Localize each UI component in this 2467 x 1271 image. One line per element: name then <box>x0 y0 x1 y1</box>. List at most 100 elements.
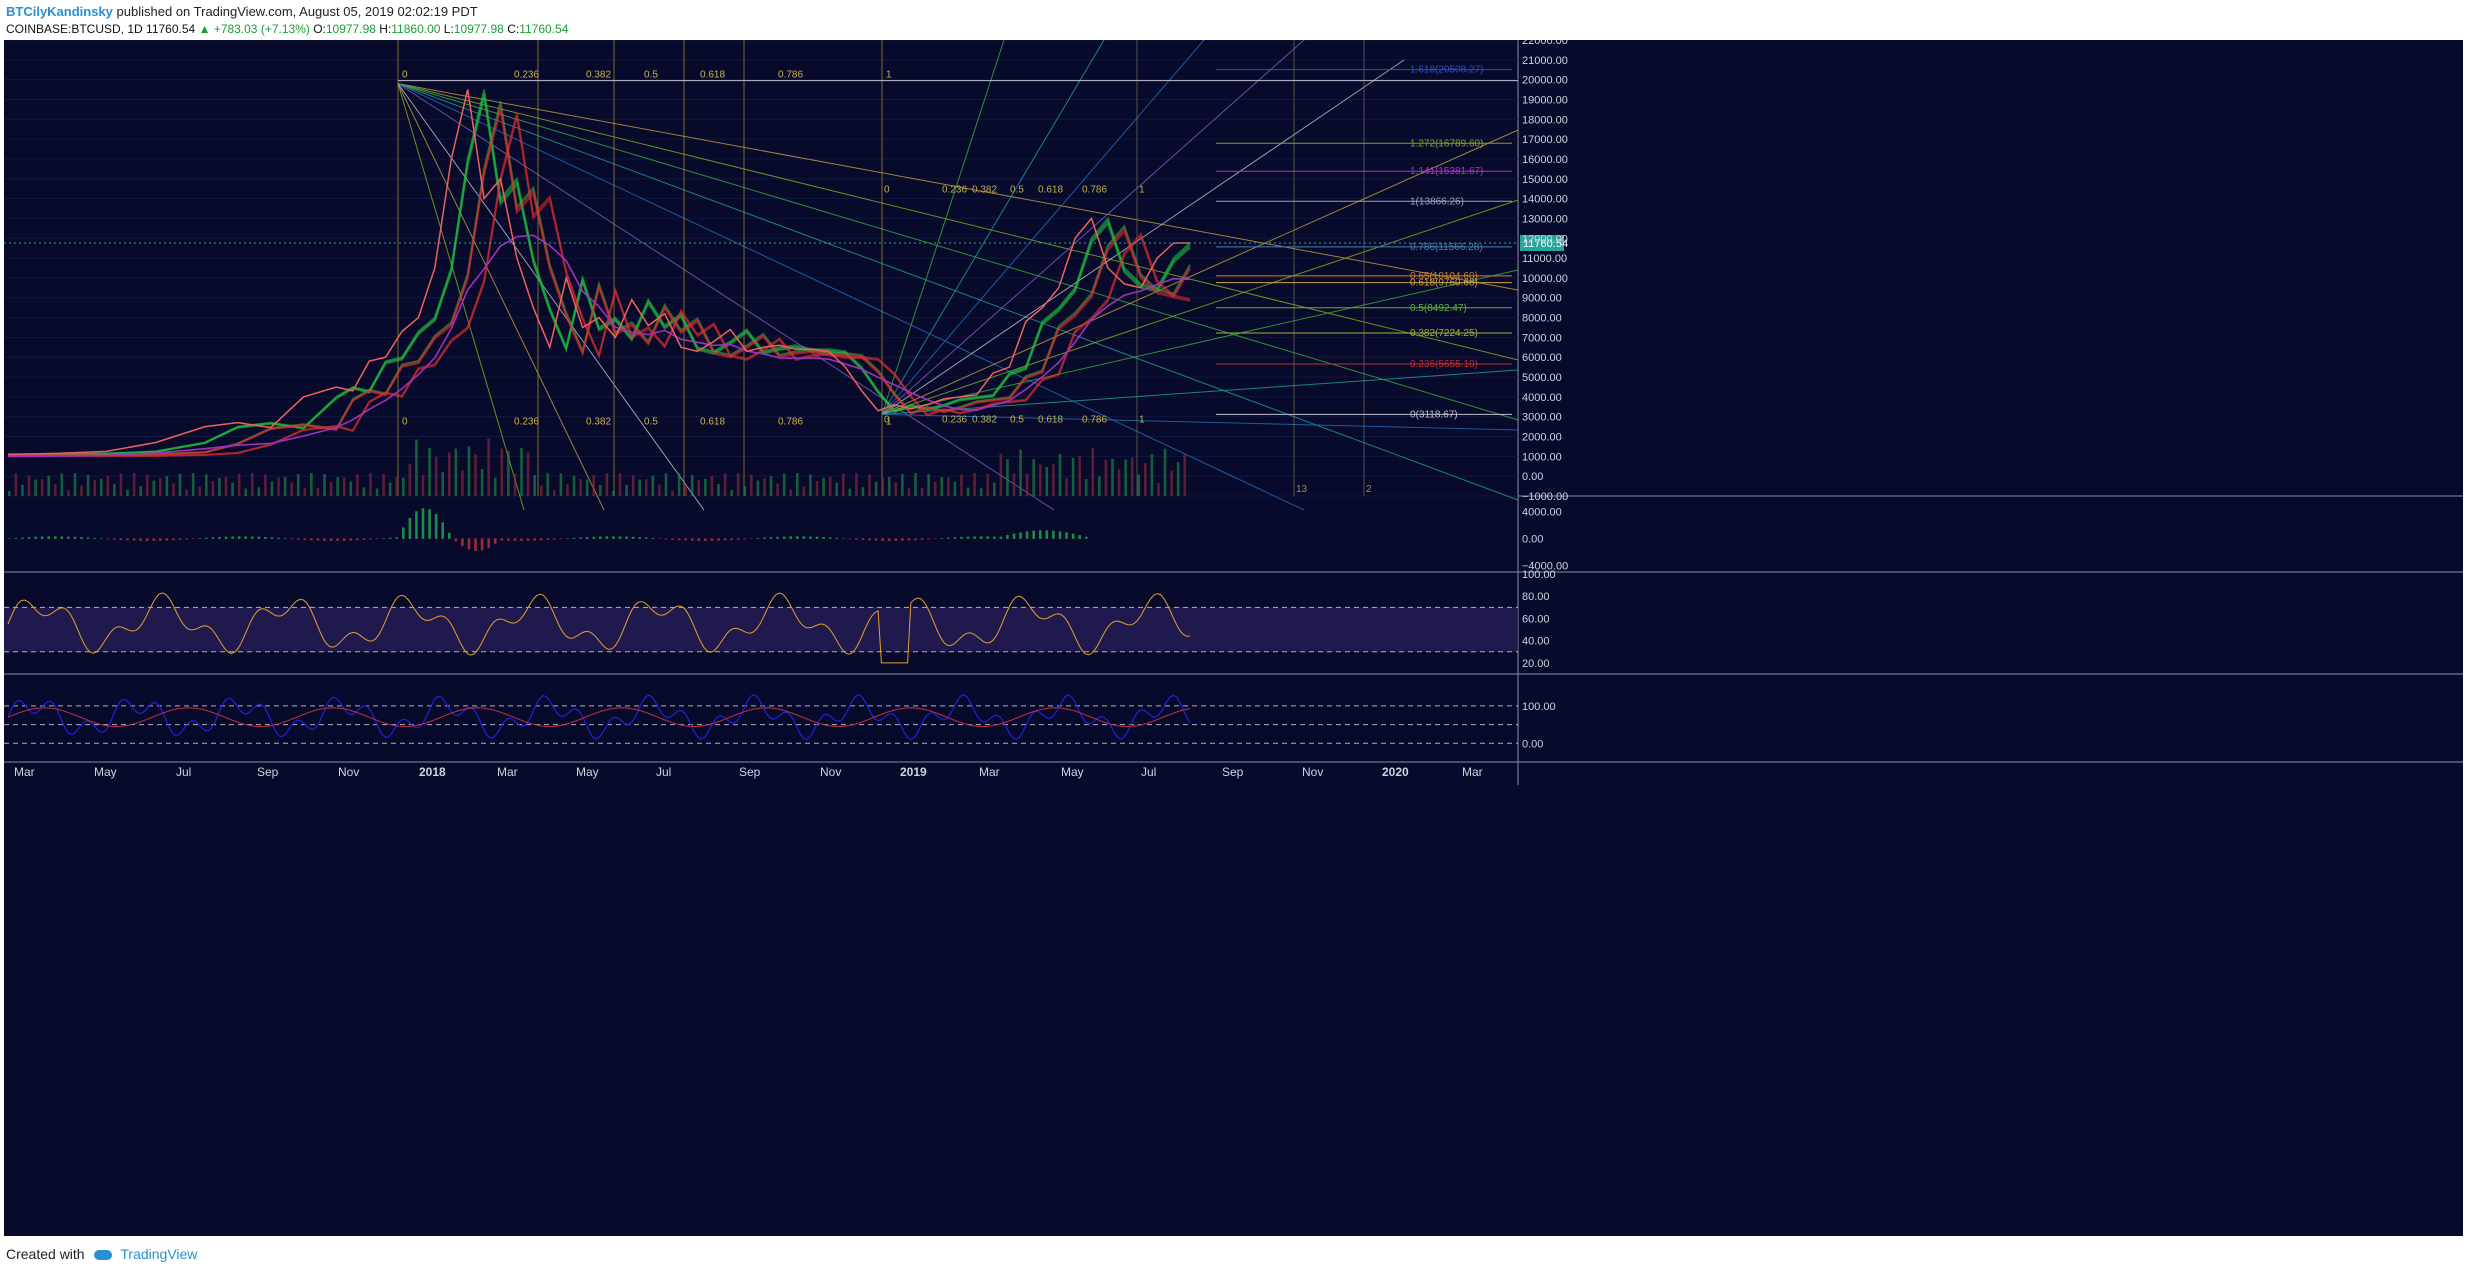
volume-bar <box>382 473 385 496</box>
volume-bar <box>323 474 326 496</box>
macd-histogram-bar <box>316 538 320 541</box>
volume-bar <box>487 438 490 496</box>
macd-histogram-bar <box>920 538 924 540</box>
fib-time-label: 0.382 <box>586 417 611 428</box>
macd-histogram-bar <box>848 538 852 540</box>
fib-fan-line <box>397 83 1519 501</box>
volume-bar <box>684 485 687 496</box>
volume-bar <box>789 489 793 496</box>
volume-bar <box>750 474 753 496</box>
volume-bar <box>585 479 589 496</box>
macd-histogram-bar <box>480 538 484 551</box>
moving-average-ribbon <box>8 108 1191 457</box>
macd-histogram-bar <box>612 536 615 539</box>
fib-fan-line <box>881 269 1519 415</box>
volume-bar <box>1052 463 1055 496</box>
volume-bar <box>658 484 661 496</box>
volume-bar <box>1084 479 1088 496</box>
macd-histogram-bar <box>198 538 202 539</box>
volume-bar <box>388 482 392 496</box>
x-axis-label: Nov <box>1302 765 1323 779</box>
macd-histogram-bar <box>861 538 865 541</box>
macd-histogram-bar <box>966 536 970 539</box>
macd-histogram-bar <box>145 538 149 541</box>
macd-histogram-bar <box>80 537 83 539</box>
symbol-label: COINBASE:BTCUSD, 1D <box>6 22 143 36</box>
cci-signal-line <box>7 707 1191 728</box>
last-price-tag-label: 11760.54 <box>1523 238 1568 250</box>
macd-histogram-bar <box>789 536 793 539</box>
macd-histogram-bar <box>894 538 898 541</box>
price-axis-label: 1000.00 <box>1522 451 1562 463</box>
macd-histogram-bar <box>474 538 477 551</box>
volume-bar <box>369 473 372 496</box>
volume-bar <box>539 485 543 496</box>
volume-bar <box>1032 459 1035 496</box>
volume-bar <box>874 481 878 496</box>
x-axis-label: 2018 <box>419 765 446 779</box>
macd-histogram-bar <box>684 538 687 541</box>
macd-histogram-bar <box>447 532 451 539</box>
macd-histogram-bar <box>1045 530 1049 539</box>
macd-histogram-bar <box>1065 532 1068 539</box>
price-axis-label: 2000.00 <box>1522 432 1562 444</box>
volume-bar <box>86 475 90 496</box>
fib-fan-line <box>397 83 1519 291</box>
price-axis-label: 18000.00 <box>1522 114 1568 126</box>
macd-histogram-bar <box>47 536 50 539</box>
macd-histogram-bar <box>638 537 641 539</box>
moving-average-ribbon <box>8 116 1191 457</box>
price-axis-label: 16000.00 <box>1522 154 1568 166</box>
macd-histogram-bar <box>546 538 550 541</box>
macd-histogram-bar <box>139 538 142 541</box>
macd-histogram-bar <box>172 538 175 541</box>
close-label: C: <box>507 22 520 36</box>
fib-time-label: 1 <box>886 70 892 81</box>
macd-histogram-bar <box>625 536 628 539</box>
volume-bar <box>579 479 582 496</box>
macd-histogram-bar <box>421 508 425 539</box>
rsi-axis-label: 60.00 <box>1522 613 1550 625</box>
volume-bar <box>572 475 576 496</box>
volume-bar <box>264 474 267 496</box>
volume-bar <box>638 479 641 496</box>
volume-bar <box>723 473 727 496</box>
published-text: published on TradingView.com, August 05,… <box>116 4 478 19</box>
volume-bar <box>953 481 957 496</box>
macd-histogram-bar <box>132 538 136 541</box>
high-label: H: <box>379 22 392 36</box>
volume-bar <box>986 473 990 496</box>
price-axis-label: 10000.00 <box>1522 273 1568 285</box>
volume-bar <box>356 474 359 496</box>
macd-histogram-bar <box>572 537 576 539</box>
volume-bar <box>605 473 609 496</box>
author-link[interactable]: BTCilyKandinsky <box>6 4 113 19</box>
volume-bar <box>14 473 18 496</box>
volume-bar <box>671 490 674 496</box>
x-axis-label: Jul <box>656 765 671 779</box>
macd-histogram-bar <box>566 538 569 539</box>
chart-area[interactable]: 0 0 0.236 0.236 0.382 0.382 0.5 0.5 0.618 0.618 0.… <box>4 35 2463 1236</box>
macd-histogram-bar <box>211 537 215 539</box>
macd-histogram-bar <box>730 538 733 541</box>
tradingview-link[interactable]: TradingView <box>120 1246 198 1262</box>
volume-bar <box>480 469 484 496</box>
volume-bar <box>868 474 871 496</box>
rsi-band <box>4 607 1518 652</box>
volume-bar <box>697 480 701 496</box>
volume-bar <box>165 476 169 496</box>
chart-svg[interactable]: 0 0 0.236 0.236 0.382 0.382 0.5 0.5 0.618 0.618 0.… <box>4 35 2463 1236</box>
macd-histogram-bar <box>500 538 504 541</box>
volume-bar <box>592 475 596 496</box>
fib-extension-label: 0.5(8492.47) <box>1410 303 1467 314</box>
volume-bar <box>237 473 241 496</box>
volume-bar <box>1150 454 1154 496</box>
macd-histogram-bar <box>329 538 333 541</box>
volume-bar <box>612 490 615 496</box>
fib-time-label: 0.618 <box>1038 185 1063 196</box>
cci-line <box>7 694 1191 741</box>
macd-histogram-bar <box>953 537 957 539</box>
macd-histogram-bar <box>960 536 963 539</box>
volume-bar <box>993 482 996 496</box>
volume-bar <box>802 486 806 496</box>
